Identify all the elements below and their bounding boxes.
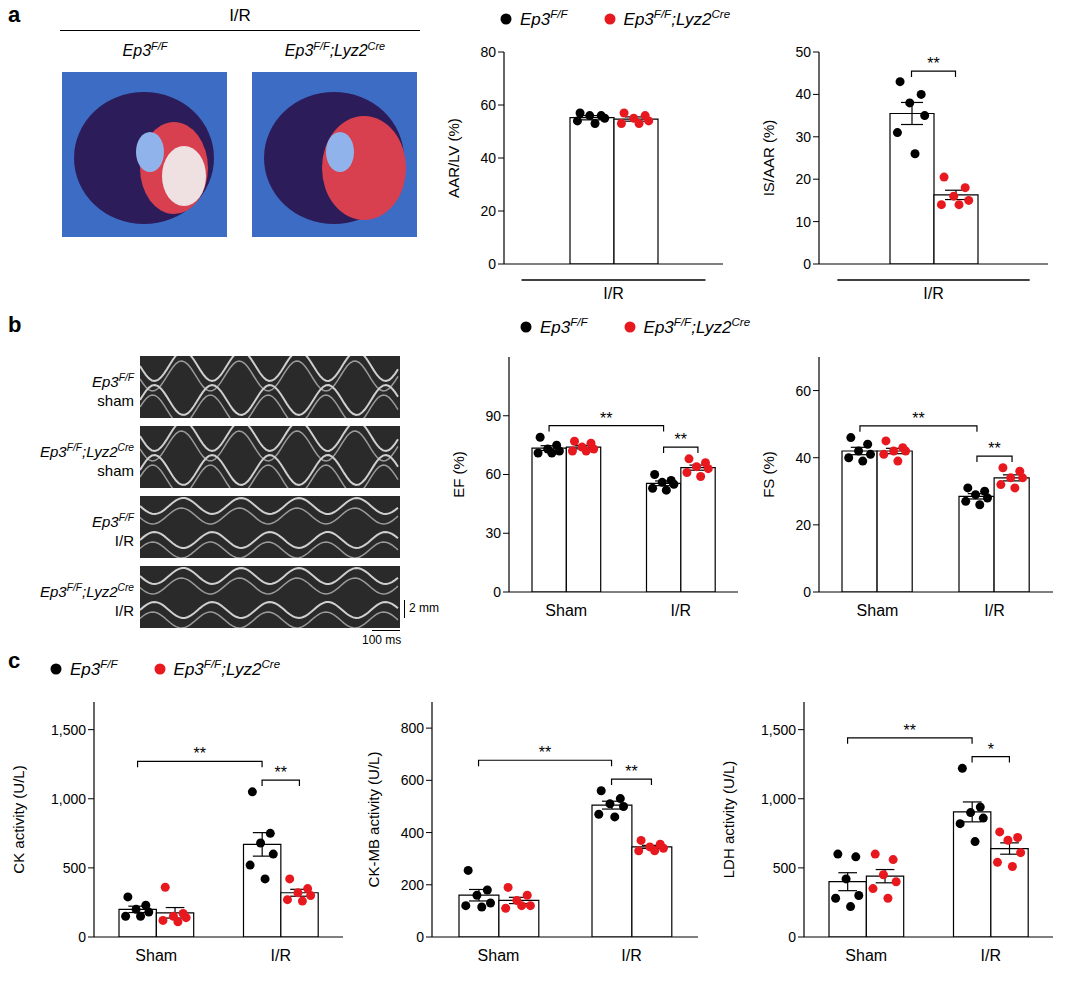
svg-text:1,000: 1,000 [51, 791, 86, 807]
svg-text:**: ** [675, 431, 687, 448]
svg-text:20: 20 [795, 171, 811, 187]
svg-text:**: ** [912, 410, 924, 427]
svg-text:80: 80 [480, 44, 496, 60]
svg-text:0: 0 [493, 584, 501, 600]
svg-text:200: 200 [401, 877, 425, 893]
svg-text:**: ** [275, 764, 287, 781]
svg-text:FS (%): FS (%) [760, 451, 777, 498]
html-text:I/R: I/R [229, 6, 251, 25]
svg-text:30: 30 [485, 525, 501, 541]
svg-text:0: 0 [803, 256, 811, 272]
svg-text:1,500: 1,500 [51, 722, 86, 738]
html-text:b: b [8, 312, 22, 337]
svg-text:40: 40 [480, 150, 496, 166]
svg-text:I/R: I/R [271, 947, 291, 964]
html-text:a: a [8, 2, 21, 27]
svg-text:10: 10 [795, 214, 811, 230]
svg-text:20: 20 [795, 517, 811, 533]
svg-text:800: 800 [401, 720, 425, 736]
svg-text:**: ** [539, 744, 551, 761]
svg-text:**: ** [625, 763, 637, 780]
svg-text:1,000: 1,000 [761, 791, 796, 807]
svg-text:**: ** [600, 410, 612, 427]
svg-text:EF (%): EF (%) [450, 451, 467, 498]
html-text:Ep3F/F; Lyz2Cre: Ep3F/F; Lyz2Cre [643, 316, 751, 337]
svg-text:0: 0 [788, 929, 796, 945]
svg-text:I/R: I/R [603, 285, 623, 302]
html-text:Ep3F/F; Lyz2Cre: Ep3F/F; Lyz2Cre [623, 8, 731, 29]
svg-text:I/R: I/R [671, 602, 691, 619]
svg-text:0: 0 [416, 929, 424, 945]
svg-text:I/R: I/R [981, 947, 1001, 964]
html-text:Ep3F/F: Ep3F/F [92, 372, 134, 390]
svg-text:CK activity (U/L): CK activity (U/L) [10, 765, 27, 873]
svg-text:500: 500 [773, 860, 797, 876]
svg-text:60: 60 [480, 97, 496, 113]
html-text:Ep3F/F: Ep3F/F [540, 316, 588, 337]
svg-text:Sham: Sham [478, 947, 520, 964]
svg-text:Sham: Sham [135, 947, 177, 964]
svg-text:0: 0 [78, 929, 86, 945]
svg-text:0: 0 [803, 584, 811, 600]
svg-text:I/R: I/R [984, 602, 1004, 619]
html-text:Ep3F/F; Lyz2Cre: Ep3F/F; Lyz2Cre [40, 442, 134, 460]
html-text:Ep3F/F: Ep3F/F [70, 658, 118, 679]
svg-text:20: 20 [480, 203, 496, 219]
svg-text:IS/AAR (%): IS/AAR (%) [760, 120, 777, 197]
svg-text:60: 60 [485, 466, 501, 482]
svg-text:90: 90 [485, 408, 501, 424]
svg-text:Sham: Sham [845, 947, 887, 964]
svg-text:Sham: Sham [545, 602, 587, 619]
html-text:Ep3F/F: Ep3F/F [520, 8, 568, 29]
html-text:Ep3F/F; Lyz2Cre: Ep3F/F; Lyz2Cre [284, 40, 386, 60]
html-text:I/R: I/R [114, 602, 134, 619]
svg-text:400: 400 [401, 825, 425, 841]
html-text:sham: sham [97, 462, 134, 479]
html-text:Ep3F/F: Ep3F/F [122, 40, 168, 60]
html-text:Ep3F/F: Ep3F/F [92, 512, 134, 530]
svg-text:40: 40 [795, 450, 811, 466]
svg-text:600: 600 [401, 772, 425, 788]
svg-text:LDH activity (U/L): LDH activity (U/L) [720, 761, 737, 879]
html-text:100 ms: 100 ms [362, 633, 402, 647]
html-text:Ep3F/F; Lyz2Cre: Ep3F/F; Lyz2Cre [173, 658, 281, 679]
html-text:c: c [8, 648, 21, 673]
svg-text:I/R: I/R [923, 285, 943, 302]
svg-text:**: ** [988, 440, 1000, 457]
svg-text:1,500: 1,500 [761, 722, 796, 738]
svg-text:60: 60 [795, 383, 811, 399]
svg-text:CK-MB activity (U/L): CK-MB activity (U/L) [365, 752, 382, 888]
html-text:I/R: I/R [114, 532, 134, 549]
html-text:Ep3F/F; Lyz2Cre: Ep3F/F; Lyz2Cre [40, 582, 134, 600]
svg-text:*: * [988, 741, 994, 758]
svg-text:40: 40 [795, 86, 811, 102]
svg-text:**: ** [904, 722, 916, 739]
svg-text:500: 500 [63, 860, 87, 876]
svg-text:0: 0 [488, 256, 496, 272]
svg-text:**: ** [927, 55, 939, 72]
html-text:sham: sham [97, 392, 134, 409]
svg-text:50: 50 [795, 44, 811, 60]
svg-text:30: 30 [795, 129, 811, 145]
svg-text:AAR/LV (%): AAR/LV (%) [445, 118, 462, 198]
svg-text:I/R: I/R [621, 947, 641, 964]
html-text:2 mm: 2 mm [409, 601, 439, 615]
svg-text:**: ** [194, 745, 206, 762]
svg-text:Sham: Sham [857, 602, 899, 619]
